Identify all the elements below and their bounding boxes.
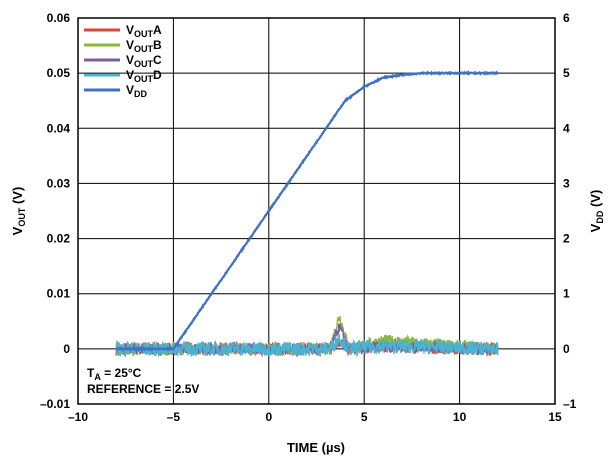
- y-left-tick-label: –0.01: [40, 397, 70, 411]
- y-axis-left-ticks: –0.01 0 0.01 0.02 0.03 0.04 0.05 0.06: [40, 11, 70, 411]
- y-right-tick-label: 0: [563, 342, 570, 356]
- y-right-tick-label: 5: [563, 66, 570, 80]
- y-left-tick-label: 0.01: [47, 287, 71, 301]
- annotation-reference: REFERENCE = 2.5V: [87, 382, 199, 396]
- x-tick-label: –5: [167, 410, 181, 424]
- plot-frame: [77, 17, 556, 405]
- x-axis-label: TIME (µs): [287, 440, 345, 455]
- legend-label: VOUTA: [126, 23, 162, 39]
- y-right-tick-label: 3: [563, 176, 570, 190]
- annotation-temperature: TA = 25°C: [87, 366, 142, 382]
- y-left-tick-label: 0.03: [47, 176, 71, 190]
- y-left-tick-label: 0.02: [47, 232, 71, 246]
- x-axis-ticks: –10 –5 0 5 10 15: [68, 410, 562, 424]
- annotation: TA = 25°C REFERENCE = 2.5V: [87, 366, 199, 396]
- y-left-tick-label: 0.04: [47, 121, 71, 135]
- legend-label: VOUTC: [126, 53, 162, 69]
- y-axis-right-label: VDD (V): [588, 190, 605, 233]
- legend-label: VOUTB: [126, 38, 162, 54]
- y-right-tick-label: –1: [563, 397, 577, 411]
- y-left-tick-label: 0.06: [47, 11, 71, 25]
- y-right-tick-label: 2: [563, 232, 570, 246]
- y-right-tick-label: 6: [563, 11, 570, 25]
- y-right-tick-label: 4: [563, 121, 570, 135]
- x-tick-label: 10: [453, 410, 467, 424]
- legend-label: VDD: [126, 83, 148, 99]
- y-axis-right-ticks: –1 0 1 2 3 4 5 6: [563, 11, 577, 411]
- series-line: [116, 70, 499, 353]
- y-left-tick-label: 0.05: [47, 66, 71, 80]
- x-tick-label: –10: [68, 410, 88, 424]
- x-tick-label: 0: [265, 410, 272, 424]
- x-tick-label: 5: [361, 410, 368, 424]
- plot-background: [78, 18, 555, 404]
- legend-label: VOUTD: [126, 68, 162, 84]
- y-right-tick-label: 1: [563, 287, 570, 301]
- series-line: [115, 333, 499, 358]
- x-tick-label: 15: [548, 410, 562, 424]
- y-axis-left-label: VOUT (V): [10, 187, 27, 236]
- y-left-tick-label: 0: [63, 342, 70, 356]
- series-layer: [115, 70, 499, 358]
